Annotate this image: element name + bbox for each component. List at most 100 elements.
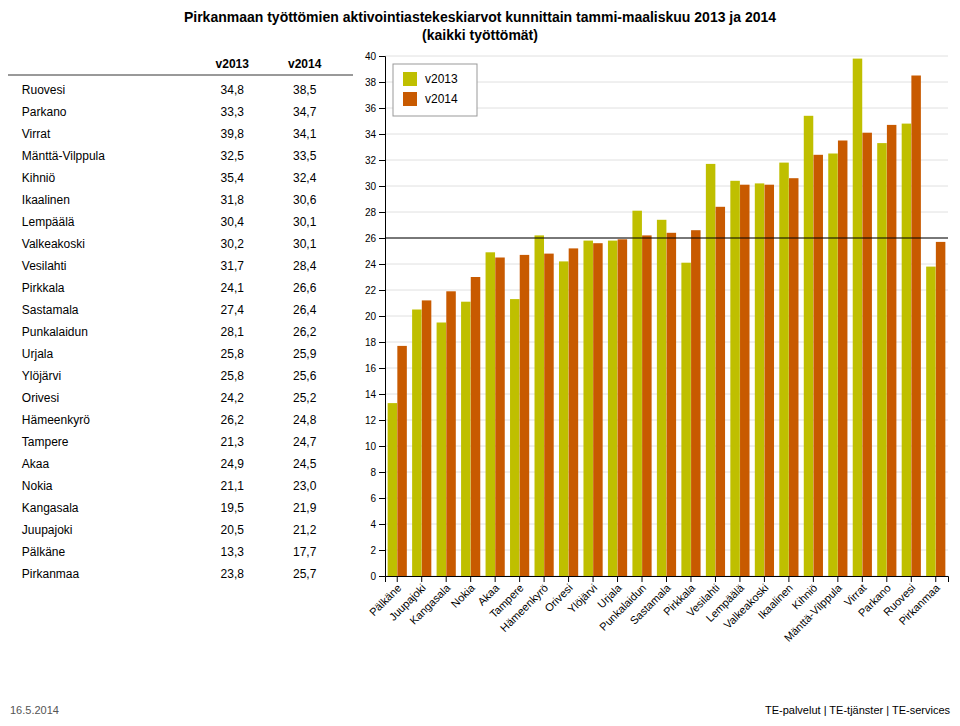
y-tick: 24 xyxy=(365,259,385,270)
legend-item: v2013 xyxy=(403,72,458,86)
table-cell: 38,5 xyxy=(293,83,317,97)
y-tick-label: 30 xyxy=(365,181,377,192)
y-axis: 0246810121416182022242628303234363840 xyxy=(365,51,386,582)
bar xyxy=(911,76,921,577)
table-row-label: Tampere xyxy=(22,435,69,449)
table-row-label: Kangasala xyxy=(22,501,79,515)
table-row: Lempäälä30,430,1 xyxy=(22,215,317,229)
y-tick: 2 xyxy=(370,545,385,556)
bar xyxy=(642,235,652,576)
x-tick-mark xyxy=(397,576,398,582)
y-tick: 20 xyxy=(365,311,385,322)
x-tick-mark xyxy=(544,576,545,582)
x-tick-mark xyxy=(911,576,912,582)
table-row: Ruovesi34,838,5 xyxy=(22,83,317,97)
table-cell: 23,0 xyxy=(293,479,317,493)
table-row: Kihniö35,432,4 xyxy=(22,171,317,185)
bar xyxy=(804,116,814,576)
table-row-label: Punkalaidun xyxy=(22,325,88,339)
x-tick-mark xyxy=(470,576,471,582)
table-cell: 21,9 xyxy=(293,501,317,515)
y-tick-mark xyxy=(379,472,385,473)
table-row: Urjala25,825,9 xyxy=(22,347,317,361)
y-tick: 36 xyxy=(365,103,385,114)
table-cell: 31,8 xyxy=(221,193,245,207)
marks xyxy=(385,59,948,576)
bar xyxy=(446,291,456,576)
table-cell: 30,1 xyxy=(293,237,317,251)
bar xyxy=(828,154,838,577)
y-tick-label: 26 xyxy=(365,233,377,244)
bar xyxy=(544,254,554,576)
x-axis-line xyxy=(386,577,949,583)
y-tick: 0 xyxy=(370,571,385,582)
y-tick-label: 0 xyxy=(370,571,376,582)
table-cell: 21,3 xyxy=(221,435,245,449)
grid xyxy=(385,56,948,576)
y-tick-mark xyxy=(379,186,385,187)
y-tick: 30 xyxy=(365,181,385,192)
y-tick-label: 2 xyxy=(370,545,376,556)
table-cell: 30,2 xyxy=(221,237,245,251)
table-row-label: Juupajoki xyxy=(22,523,73,537)
y-tick-label: 10 xyxy=(365,441,377,452)
table-row: Valkeakoski30,230,1 xyxy=(22,237,317,251)
table-row: Orivesi24,225,2 xyxy=(22,391,317,405)
table-row: Tampere21,324,7 xyxy=(22,435,317,449)
legend-swatch xyxy=(403,92,417,106)
y-tick-mark xyxy=(379,342,385,343)
bar xyxy=(437,323,447,577)
legend-label: v2013 xyxy=(425,72,458,86)
annotation: TE-palvelut | TE-tjänster | TE-services xyxy=(765,704,951,716)
bar xyxy=(862,133,872,576)
table-cell: 35,4 xyxy=(221,171,245,185)
bar xyxy=(779,163,789,576)
bar xyxy=(691,230,701,576)
table-row-label: Nokia xyxy=(22,479,53,493)
y-tick: 32 xyxy=(365,155,385,166)
table-row: Sastamala27,426,4 xyxy=(22,303,317,317)
x-tick-mark xyxy=(739,576,740,582)
bar xyxy=(716,207,726,576)
x-tick-mark xyxy=(837,576,838,582)
bar xyxy=(569,248,579,576)
table-cell: 25,8 xyxy=(221,369,245,383)
y-tick-label: 14 xyxy=(365,389,377,400)
table-row-label: Akaa xyxy=(22,457,50,471)
chart-root: Pirkanmaan työttömien aktivointiastekesk… xyxy=(0,0,960,726)
y-tick-label: 18 xyxy=(365,337,377,348)
table-header: v2014 xyxy=(288,57,322,71)
table-row: Kangasala 19,5 21,9 xyxy=(22,501,317,515)
y-tick-label: 36 xyxy=(365,103,377,114)
table-cell: 27,4 xyxy=(221,303,245,317)
table-cell: 25,9 xyxy=(293,347,317,361)
y-tick-mark xyxy=(379,160,385,161)
x-tick-mark xyxy=(568,576,569,582)
table-row-label: Kihniö xyxy=(22,171,56,185)
title: Pirkanmaan työttömien aktivointiastekesk… xyxy=(184,9,776,25)
y-tick-label: 24 xyxy=(365,259,377,270)
x-tick-label: Hämeenkyrö xyxy=(498,582,551,635)
table-cell: 24,2 xyxy=(221,391,245,405)
legend-swatch xyxy=(403,72,417,86)
y-tick-label: 8 xyxy=(370,467,376,478)
x-tick-mark xyxy=(862,576,863,582)
y-tick-label: 16 xyxy=(365,363,377,374)
bar xyxy=(397,346,407,576)
table-row: Ylöjärvi25,825,6 xyxy=(22,369,317,383)
table-row-label: Urjala xyxy=(22,347,54,361)
bar xyxy=(422,300,432,576)
x-tick-mark xyxy=(690,576,691,582)
table-row-label: Mänttä-Vilppula xyxy=(22,149,105,163)
x-tick-label: Nokia xyxy=(449,581,478,610)
table-cell: 19,5 xyxy=(221,501,245,515)
table-cell: 34,8 xyxy=(221,83,245,97)
y-tick-label: 4 xyxy=(370,519,376,530)
x-tick-mark xyxy=(788,576,789,582)
y-tick-mark xyxy=(379,368,385,369)
bar xyxy=(755,183,765,576)
legend-item: v2014 xyxy=(403,92,458,106)
y-tick: 40 xyxy=(365,51,385,62)
x-tick: Ikaalinen xyxy=(755,576,795,621)
table-row-label: Ylöjärvi xyxy=(22,369,61,383)
